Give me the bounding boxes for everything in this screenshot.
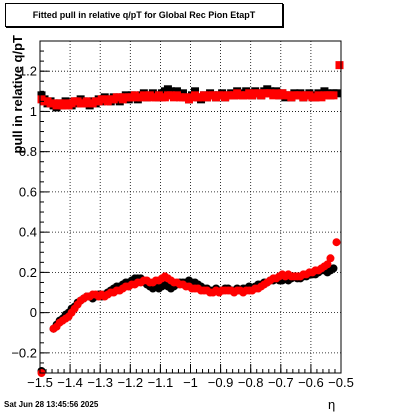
data-point [178, 89, 187, 98]
axis-tick-labels: −1.5 −1.4 −1.3 −1.2 −1.1 −1 −0.9 −0.8 −0.7 −0.6 −0… [11, 64, 354, 390]
chart-title-box: Fitted pull in relative q/pT for Global … [5, 3, 283, 27]
y-tick-label: 0.8 [19, 144, 37, 159]
x-tick-label: −1.3 [87, 375, 113, 390]
data-point [335, 61, 344, 70]
x-tick-label: −0.5 [328, 375, 354, 390]
x-tick-label: −1.1 [148, 375, 174, 390]
y-tick-label: 0 [30, 305, 37, 320]
data-series [37, 61, 344, 377]
grid-lines [40, 41, 341, 373]
data-point [329, 264, 338, 273]
x-tick-label: −1.4 [57, 375, 83, 390]
data-point [323, 260, 332, 269]
y-tick-label: 1.2 [19, 64, 37, 79]
x-axis-title: η [328, 397, 336, 412]
x-tick-label: −1.5 [27, 375, 53, 390]
data-point [172, 87, 181, 96]
data-point [329, 91, 338, 100]
data-point [332, 238, 341, 247]
series-1 [37, 61, 344, 110]
axis-ticks [39, 50, 342, 374]
x-tick-label: −1.2 [117, 375, 143, 390]
y-tick-label: 1 [30, 104, 37, 119]
date-stamp: Sat Jun 28 13:45:56 2025 [4, 400, 99, 409]
x-tick-label: −1 [183, 375, 198, 390]
data-point [326, 254, 335, 263]
chart-title: Fitted pull in relative q/pT for Global … [32, 10, 256, 20]
y-tick-label: 0.6 [19, 184, 37, 199]
data-point [191, 87, 200, 96]
x-tick-label: −0.7 [268, 375, 294, 390]
y-tick-label: −0.2 [11, 345, 37, 360]
x-tick-label: −0.9 [208, 375, 234, 390]
data-point [37, 91, 46, 100]
y-tick-label: 0.2 [19, 265, 37, 280]
series-2 [37, 264, 338, 375]
y-tick-label: 0.4 [19, 225, 37, 240]
x-tick-label: −0.8 [238, 375, 264, 390]
x-tick-label: −0.6 [298, 375, 324, 390]
y-axis-title: pull in relative q/pT [10, 35, 25, 154]
series-3 [37, 238, 341, 377]
